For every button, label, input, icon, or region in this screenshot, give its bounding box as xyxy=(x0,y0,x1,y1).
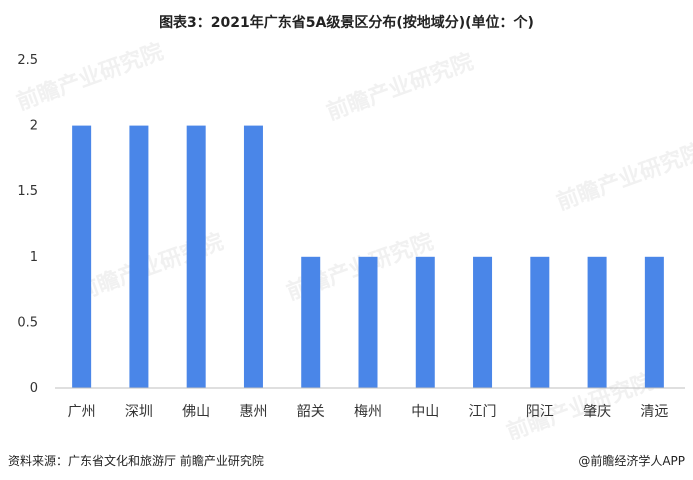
y-tick-label: 2 xyxy=(30,119,38,134)
credit-note: @前瞻经济学人APP xyxy=(578,454,685,468)
bar-3 xyxy=(186,125,206,388)
y-tick-label: 1 xyxy=(30,250,38,265)
x-tick-label: 阳江 xyxy=(526,404,554,420)
y-tick-label: 0.5 xyxy=(17,315,38,330)
source-note: 资料来源：广东省文化和旅游厅 前瞻产业研究院 xyxy=(8,454,264,468)
x-tick-label: 中山 xyxy=(411,404,439,420)
x-tick-label: 深圳 xyxy=(125,404,153,420)
x-tick-label: 肇庆 xyxy=(583,404,611,420)
bar-6 xyxy=(358,256,378,388)
x-axis-labels: 广州 深圳 佛山 惠州 韶关 梅州 中山 江门 阳江 肇庆 清远 xyxy=(68,404,669,420)
x-tick-label: 广州 xyxy=(68,404,96,420)
x-tick-label: 江门 xyxy=(469,404,497,420)
bar-10 xyxy=(587,256,607,388)
watermark-text: 前瞻产业研究院 xyxy=(323,49,477,126)
x-tick-label: 佛山 xyxy=(182,404,210,420)
bar-11 xyxy=(644,256,664,388)
bar-1 xyxy=(72,125,92,388)
watermark-text: 前瞻产业研究院 xyxy=(553,139,693,216)
bar-9 xyxy=(530,256,550,388)
y-tick-label: 1.5 xyxy=(17,184,38,199)
bar-chart: 前瞻产业研究院前瞻产业研究院前瞻产业研究院前瞻产业研究院前瞻产业研究院前瞻产业研… xyxy=(13,39,693,440)
bar-5 xyxy=(301,256,321,388)
bar-4 xyxy=(243,125,263,388)
y-tick-label: 0 xyxy=(30,381,38,396)
x-tick-label: 清远 xyxy=(640,404,668,420)
y-tick-label: 2.5 xyxy=(17,53,38,68)
x-tick-label: 韶关 xyxy=(297,404,325,420)
x-tick-label: 梅州 xyxy=(354,404,382,420)
chart-title: 图表3：2021年广东省5A级景区分布(按地域分)(单位：个) xyxy=(159,15,534,31)
bar-2 xyxy=(129,125,149,388)
bars xyxy=(72,125,664,388)
y-axis-ticks: 0 0.5 1 1.5 2 2.5 xyxy=(17,53,38,396)
watermark-text: 前瞻产业研究院 xyxy=(13,39,167,116)
x-tick-label: 惠州 xyxy=(239,404,267,420)
bar-7 xyxy=(415,256,435,388)
bar-8 xyxy=(473,256,493,388)
